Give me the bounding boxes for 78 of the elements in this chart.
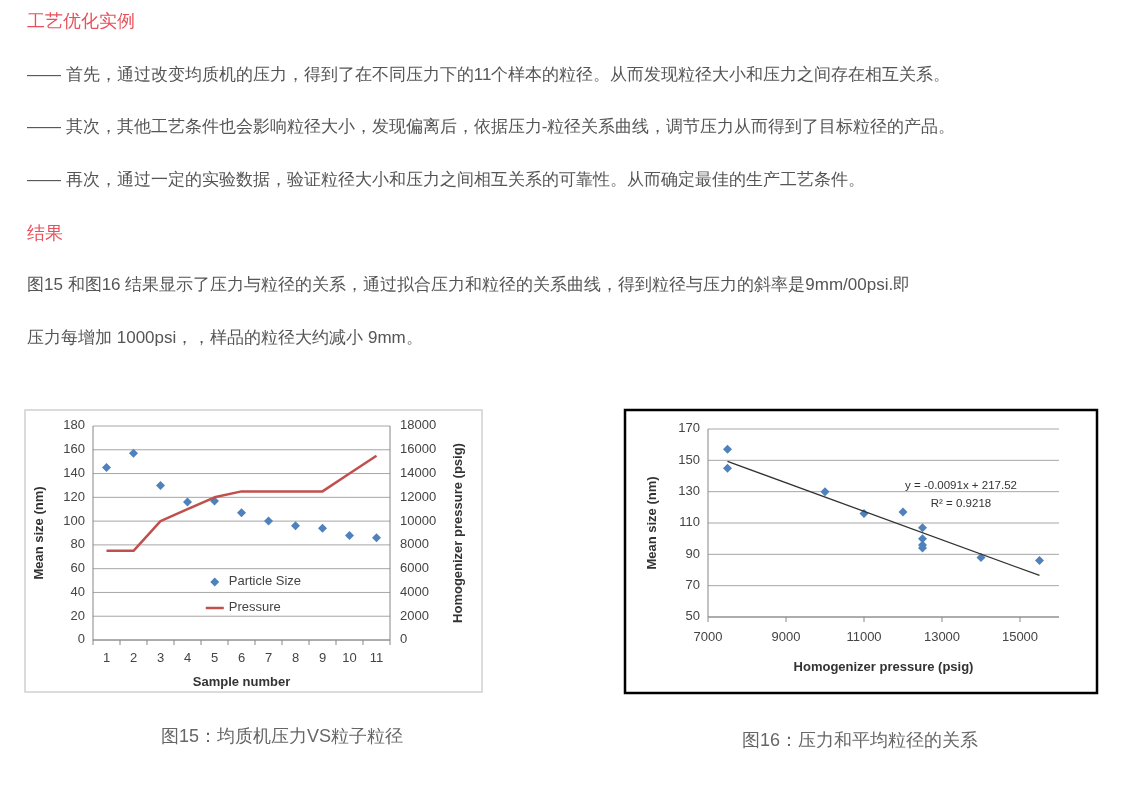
point — [820, 487, 830, 497]
y-tick-label: 0 — [77, 631, 85, 647]
y2-tick-label: 16000 — [400, 441, 437, 457]
y-tick-label: 70 — [685, 577, 700, 593]
point — [129, 448, 138, 458]
x-axis-title: Homogenizer pressure (psig) — [793, 659, 974, 674]
x-tick-label: 10 — [342, 650, 357, 665]
y-tick-label: 90 — [685, 545, 700, 561]
text: —— 其次，其他工艺条件也会影响粒径大小，发现偏离后，依据压力-粒径关系曲线，调节压力从而得到了目标粒径的产品。 — [27, 117, 956, 137]
y-tick-label: 50 — [685, 608, 700, 624]
y2-tick-label: 18000 — [400, 417, 437, 433]
y-tick-label: 40 — [70, 583, 85, 599]
y2-tick-label: 12000 — [400, 488, 437, 504]
point — [291, 521, 300, 531]
text: 结果 — [27, 222, 63, 243]
y-tick-label: 120 — [63, 488, 85, 504]
point — [723, 444, 732, 454]
y2-tick-label: 2000 — [400, 607, 429, 623]
point — [102, 463, 111, 473]
text: 工艺优化实例 — [27, 10, 135, 31]
x-tick-label: 1 — [102, 650, 111, 665]
y2-tick-label: 0 — [400, 631, 408, 647]
caption: 图16：压力和平均粒径的关系 — [741, 730, 979, 750]
x-tick-label: 9000 — [771, 629, 801, 644]
point — [1035, 556, 1044, 566]
y2-tick-label: 10000 — [400, 512, 437, 528]
x-tick-label: 8 — [291, 650, 300, 665]
y-tick-label: 60 — [70, 560, 85, 576]
annotation: y = -0.0091x + 217.52 — [905, 479, 1017, 491]
y-tick-label: 150 — [678, 451, 700, 467]
point — [898, 507, 908, 517]
legend-label: Particle Size — [228, 573, 302, 589]
x-tick-label: 5 — [210, 650, 219, 665]
text: —— 首先，通过改变均质机的压力，得到了在不同压力下的11个样本的粒径。从而发现粒径大小和压力之间存在相互关系。 — [27, 65, 951, 85]
point — [918, 523, 927, 533]
line-series — [105, 454, 378, 553]
y2-axis-title: Homogenizer pressure (psig) — [450, 443, 465, 623]
point — [345, 530, 354, 540]
point — [156, 480, 165, 490]
x-tick-label: 7 — [264, 650, 273, 665]
y-tick-label: 20 — [70, 607, 85, 623]
y-axis-title: Mean size (nm) — [644, 476, 659, 570]
y-axis-title: Mean size (nm) — [31, 486, 46, 580]
caption: 图15：均质机压力VS粒子粒径 — [160, 726, 404, 746]
y-tick-label: 170 — [678, 420, 700, 436]
y-tick-label: 180 — [63, 417, 85, 433]
x-tick-label: 11000 — [846, 629, 882, 644]
legend-label: Pressure — [228, 599, 281, 615]
annotation: R² = 0.9218 — [930, 497, 992, 509]
point — [237, 508, 246, 518]
y-tick-label: 160 — [63, 441, 85, 457]
y-tick-label: 130 — [678, 483, 700, 499]
x-tick-label: 13000 — [923, 629, 961, 644]
y2-tick-label: 4000 — [400, 583, 429, 599]
y2-tick-label: 14000 — [400, 464, 437, 480]
y-tick-label: 80 — [70, 536, 85, 552]
point — [264, 516, 273, 526]
x-tick-label: 7000 — [693, 629, 723, 644]
y2-tick-label: 8000 — [400, 536, 429, 552]
y-tick-label: 110 — [679, 514, 700, 530]
caption: 图15 和图16 结果显示了压力与粒径的关系，通过拟合压力和粒径的关系曲线，得到粒径与压力的斜率是9mm/00psi.即 — [27, 275, 911, 295]
point — [318, 523, 327, 533]
text: 压力每增加 1000psi，，样品的粒径大约减小 9mm。 — [27, 328, 423, 348]
x-tick-label: 15000 — [1001, 629, 1039, 644]
x-tick-label: 11 — [369, 650, 384, 665]
text: —— 再次，通过一定的实验数据，验证粒径大小和压力之间相互关系的可靠性。从而确定最佳的生产工艺条件。 — [27, 170, 865, 190]
point — [723, 463, 732, 473]
y-tick-label: 100 — [63, 512, 85, 528]
y-tick-label: 140 — [63, 464, 85, 480]
x-tick-label: 4 — [183, 650, 192, 665]
point — [372, 533, 381, 543]
x-tick-label: 6 — [237, 650, 246, 665]
y2-tick-label: 6000 — [400, 560, 429, 576]
point — [183, 497, 192, 507]
x-tick-label: 9 — [318, 650, 327, 665]
x-tick-label: 3 — [156, 650, 165, 665]
x-axis-title: Sample number — [192, 674, 291, 689]
x-tick-label: 2 — [129, 650, 138, 665]
